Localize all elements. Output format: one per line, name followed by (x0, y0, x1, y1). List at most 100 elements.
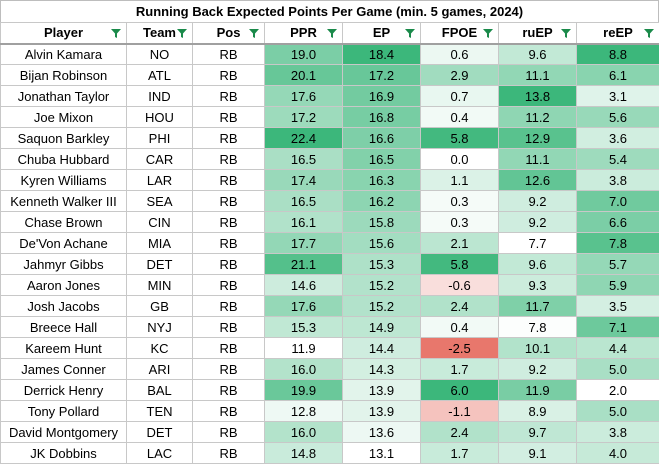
cell-ppr[interactable]: 12.8 (264, 400, 343, 422)
cell-team[interactable]: SEA (126, 190, 193, 212)
cell-ruep[interactable]: 9.2 (498, 190, 577, 212)
cell-ppr[interactable]: 16.0 (264, 421, 343, 443)
cell-fpoe[interactable]: 0.4 (420, 106, 499, 128)
cell-ppr[interactable]: 16.1 (264, 211, 343, 233)
cell-team[interactable]: IND (126, 85, 193, 107)
cell-ppr[interactable]: 17.4 (264, 169, 343, 191)
cell-pos[interactable]: RB (192, 400, 265, 422)
cell-team[interactable]: MIA (126, 232, 193, 254)
filter-icon[interactable] (248, 27, 260, 39)
cell-fpoe[interactable]: 0.3 (420, 190, 499, 212)
cell-fpoe[interactable]: 0.3 (420, 211, 499, 233)
cell-ep[interactable]: 13.1 (342, 442, 421, 464)
cell-ppr[interactable]: 17.6 (264, 295, 343, 317)
cell-fpoe[interactable]: 2.4 (420, 295, 499, 317)
column-header-ruep[interactable]: ruEP (498, 22, 577, 45)
cell-player[interactable]: David Montgomery (0, 421, 127, 443)
cell-ppr[interactable]: 15.3 (264, 316, 343, 338)
cell-team[interactable]: MIN (126, 274, 193, 296)
cell-ruep[interactable]: 9.6 (498, 253, 577, 275)
cell-player[interactable]: Breece Hall (0, 316, 127, 338)
cell-pos[interactable]: RB (192, 43, 265, 65)
cell-player[interactable]: De'Von Achane (0, 232, 127, 254)
filter-icon[interactable] (176, 27, 188, 39)
cell-player[interactable]: Aaron Jones (0, 274, 127, 296)
cell-ppr[interactable]: 14.8 (264, 442, 343, 464)
cell-player[interactable]: Kenneth Walker III (0, 190, 127, 212)
cell-team[interactable]: TEN (126, 400, 193, 422)
cell-team[interactable]: CAR (126, 148, 193, 170)
cell-reep[interactable]: 3.6 (576, 127, 659, 149)
column-header-ep[interactable]: EP (342, 22, 421, 45)
cell-ruep[interactable]: 11.1 (498, 64, 577, 86)
cell-team[interactable]: DET (126, 253, 193, 275)
cell-pos[interactable]: RB (192, 85, 265, 107)
cell-ppr[interactable]: 16.0 (264, 358, 343, 380)
cell-ep[interactable]: 14.9 (342, 316, 421, 338)
cell-fpoe[interactable]: 1.7 (420, 358, 499, 380)
cell-reep[interactable]: 3.8 (576, 421, 659, 443)
cell-pos[interactable]: RB (192, 274, 265, 296)
cell-ep[interactable]: 13.6 (342, 421, 421, 443)
cell-ep[interactable]: 14.4 (342, 337, 421, 359)
cell-fpoe[interactable]: 5.8 (420, 253, 499, 275)
cell-ppr[interactable]: 22.4 (264, 127, 343, 149)
cell-reep[interactable]: 5.6 (576, 106, 659, 128)
cell-ep[interactable]: 18.4 (342, 43, 421, 65)
cell-pos[interactable]: RB (192, 316, 265, 338)
cell-player[interactable]: Tony Pollard (0, 400, 127, 422)
cell-reep[interactable]: 6.6 (576, 211, 659, 233)
cell-team[interactable]: KC (126, 337, 193, 359)
cell-ppr[interactable]: 19.0 (264, 43, 343, 65)
cell-team[interactable]: LAC (126, 442, 193, 464)
cell-ruep[interactable]: 11.1 (498, 148, 577, 170)
cell-player[interactable]: Saquon Barkley (0, 127, 127, 149)
column-header-reep[interactable]: reEP (576, 22, 659, 45)
cell-reep[interactable]: 5.7 (576, 253, 659, 275)
cell-reep[interactable]: 4.4 (576, 337, 659, 359)
cell-reep[interactable]: 2.0 (576, 379, 659, 401)
cell-pos[interactable]: RB (192, 106, 265, 128)
cell-reep[interactable]: 3.1 (576, 85, 659, 107)
cell-team[interactable]: NYJ (126, 316, 193, 338)
cell-ruep[interactable]: 9.2 (498, 211, 577, 233)
cell-team[interactable]: PHI (126, 127, 193, 149)
cell-pos[interactable]: RB (192, 358, 265, 380)
cell-ruep[interactable]: 13.8 (498, 85, 577, 107)
cell-reep[interactable]: 6.1 (576, 64, 659, 86)
cell-ruep[interactable]: 9.7 (498, 421, 577, 443)
cell-ep[interactable]: 16.9 (342, 85, 421, 107)
column-header-player[interactable]: Player (0, 22, 127, 45)
cell-player[interactable]: Jonathan Taylor (0, 85, 127, 107)
cell-fpoe[interactable]: 5.8 (420, 127, 499, 149)
cell-fpoe[interactable]: 2.4 (420, 421, 499, 443)
cell-ppr[interactable]: 17.6 (264, 85, 343, 107)
cell-fpoe[interactable]: 0.6 (420, 43, 499, 65)
cell-ruep[interactable]: 7.8 (498, 316, 577, 338)
cell-ruep[interactable]: 11.7 (498, 295, 577, 317)
cell-team[interactable]: HOU (126, 106, 193, 128)
cell-team[interactable]: DET (126, 421, 193, 443)
cell-fpoe[interactable]: -2.5 (420, 337, 499, 359)
cell-ep[interactable]: 15.2 (342, 274, 421, 296)
cell-ep[interactable]: 16.5 (342, 148, 421, 170)
column-header-fpoe[interactable]: FPOE (420, 22, 499, 45)
cell-ep[interactable]: 16.2 (342, 190, 421, 212)
filter-icon[interactable] (110, 27, 122, 39)
cell-ruep[interactable]: 9.3 (498, 274, 577, 296)
cell-player[interactable]: Derrick Henry (0, 379, 127, 401)
filter-icon[interactable] (482, 27, 494, 39)
cell-reep[interactable]: 7.8 (576, 232, 659, 254)
cell-reep[interactable]: 4.0 (576, 442, 659, 464)
cell-ep[interactable]: 15.8 (342, 211, 421, 233)
cell-ruep[interactable]: 10.1 (498, 337, 577, 359)
cell-team[interactable]: GB (126, 295, 193, 317)
cell-ep[interactable]: 17.2 (342, 64, 421, 86)
cell-ruep[interactable]: 12.6 (498, 169, 577, 191)
cell-ppr[interactable]: 20.1 (264, 64, 343, 86)
cell-fpoe[interactable]: -0.6 (420, 274, 499, 296)
cell-player[interactable]: Alvin Kamara (0, 43, 127, 65)
cell-pos[interactable]: RB (192, 64, 265, 86)
cell-pos[interactable]: RB (192, 148, 265, 170)
cell-reep[interactable]: 8.8 (576, 43, 659, 65)
